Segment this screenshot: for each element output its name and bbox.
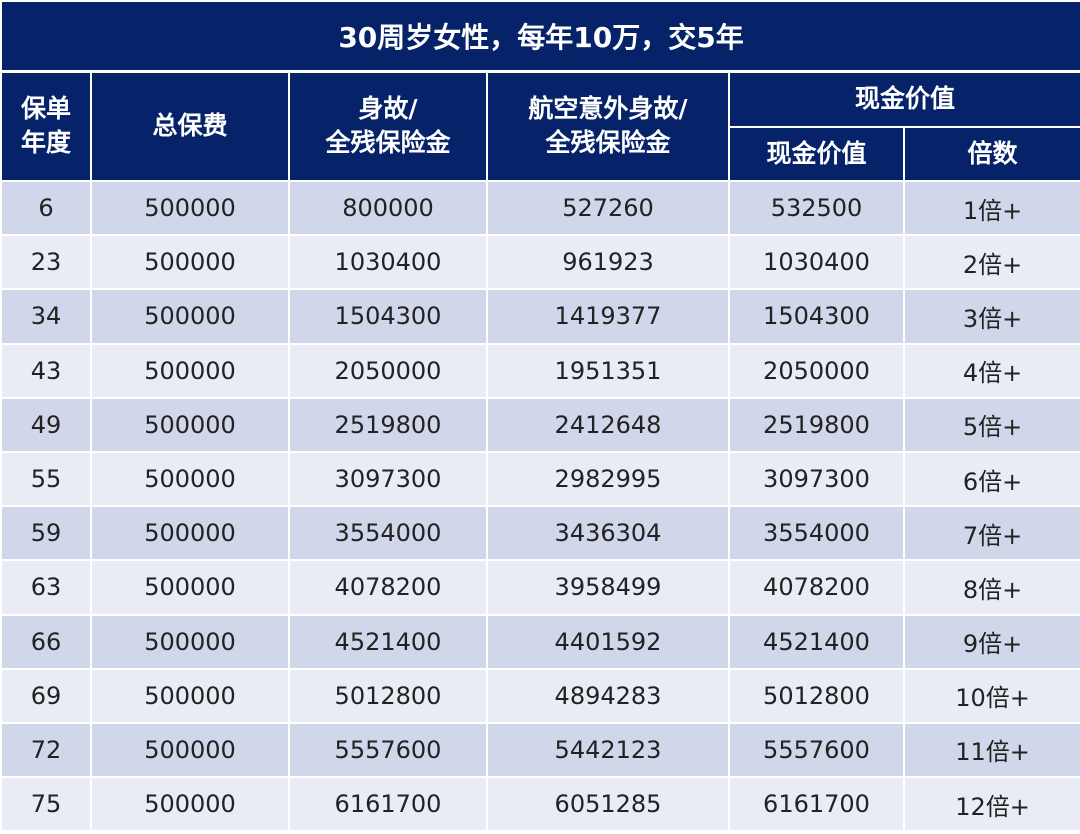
cell-cash-value: 1504300 bbox=[728, 288, 905, 345]
cell-total-premium: 500000 bbox=[90, 776, 290, 833]
cell-cash-value: 3097300 bbox=[728, 450, 905, 508]
table-row: 63 500000 4078200 3958499 4078200 8倍+ bbox=[0, 559, 1080, 616]
table-body: 6 500000 800000 527260 532500 1倍+ 23 500000 1030… bbox=[0, 179, 1080, 833]
cell-policy-year: 55 bbox=[0, 450, 92, 508]
cell-multiple: 11倍+ bbox=[902, 721, 1080, 779]
header-total-premium: 总保费 bbox=[90, 70, 290, 182]
table-row: 23 500000 1030400 961923 1030400 2倍+ bbox=[0, 234, 1080, 291]
cell-air-accident-benefit: 5442123 bbox=[486, 721, 730, 779]
cell-policy-year: 75 bbox=[0, 776, 92, 833]
table-row: 59 500000 3554000 3436304 3554000 7倍+ bbox=[0, 505, 1080, 562]
cell-death-benefit: 2519800 bbox=[288, 396, 488, 453]
cell-policy-year: 72 bbox=[0, 721, 92, 779]
header-policy-year-label: 保单 年度 bbox=[20, 94, 71, 158]
header-policy-year: 保单 年度 bbox=[0, 70, 92, 182]
cell-death-benefit: 6161700 bbox=[288, 776, 488, 833]
cell-policy-year: 6 bbox=[0, 179, 92, 237]
cell-policy-year: 69 bbox=[0, 667, 92, 724]
cell-cash-value: 3554000 bbox=[728, 505, 905, 562]
cell-air-accident-benefit: 527260 bbox=[486, 179, 730, 237]
cell-multiple: 8倍+ bbox=[902, 559, 1080, 616]
cell-total-premium: 500000 bbox=[90, 505, 290, 562]
cell-air-accident-benefit: 6051285 bbox=[486, 776, 730, 833]
cell-total-premium: 500000 bbox=[90, 179, 290, 237]
cell-policy-year: 66 bbox=[0, 613, 92, 670]
cell-death-benefit: 5557600 bbox=[288, 721, 488, 779]
cell-policy-year: 43 bbox=[0, 342, 92, 399]
table-row: 75 500000 6161700 6051285 6161700 12倍+ bbox=[0, 776, 1080, 833]
table-row: 6 500000 800000 527260 532500 1倍+ bbox=[0, 179, 1080, 237]
header-air-accident-benefit: 航空意外身故/ 全残保险金 bbox=[486, 70, 730, 182]
cell-death-benefit: 800000 bbox=[288, 179, 488, 237]
cell-total-premium: 500000 bbox=[90, 559, 290, 616]
cell-total-premium: 500000 bbox=[90, 396, 290, 453]
cell-multiple: 6倍+ bbox=[902, 450, 1080, 508]
cell-cash-value: 2519800 bbox=[728, 396, 905, 453]
cell-death-benefit: 4521400 bbox=[288, 613, 488, 670]
cell-total-premium: 500000 bbox=[90, 234, 290, 291]
table-row: 72 500000 5557600 5442123 5557600 11倍+ bbox=[0, 721, 1080, 779]
cell-multiple: 7倍+ bbox=[902, 505, 1080, 562]
cell-death-benefit: 1504300 bbox=[288, 288, 488, 345]
table-row: 69 500000 5012800 4894283 5012800 10倍+ bbox=[0, 667, 1080, 724]
cell-total-premium: 500000 bbox=[90, 450, 290, 508]
cell-policy-year: 59 bbox=[0, 505, 92, 562]
cell-death-benefit: 3097300 bbox=[288, 450, 488, 508]
cell-policy-year: 34 bbox=[0, 288, 92, 345]
cell-death-benefit: 3554000 bbox=[288, 505, 488, 562]
cell-multiple: 9倍+ bbox=[902, 613, 1080, 670]
cell-death-benefit: 4078200 bbox=[288, 559, 488, 616]
cell-multiple: 5倍+ bbox=[902, 396, 1080, 453]
cell-multiple: 2倍+ bbox=[902, 234, 1080, 291]
cell-cash-value: 1030400 bbox=[728, 234, 905, 291]
header-air-accident-benefit-label: 航空意外身故/ 全残保险金 bbox=[528, 94, 688, 158]
cell-death-benefit: 2050000 bbox=[288, 342, 488, 399]
cell-policy-year: 63 bbox=[0, 559, 92, 616]
cell-air-accident-benefit: 3958499 bbox=[486, 559, 730, 616]
cell-multiple: 1倍+ bbox=[902, 179, 1080, 237]
cell-air-accident-benefit: 4894283 bbox=[486, 667, 730, 724]
cell-multiple: 10倍+ bbox=[902, 667, 1080, 724]
table-row: 34 500000 1504300 1419377 1504300 3倍+ bbox=[0, 288, 1080, 345]
cell-multiple: 3倍+ bbox=[902, 288, 1080, 345]
cell-policy-year: 49 bbox=[0, 396, 92, 453]
cell-air-accident-benefit: 961923 bbox=[486, 234, 730, 291]
header-multiple: 倍数 bbox=[902, 126, 1080, 182]
cell-cash-value: 2050000 bbox=[728, 342, 905, 399]
cell-cash-value: 4521400 bbox=[728, 613, 905, 670]
cell-air-accident-benefit: 1951351 bbox=[486, 342, 730, 399]
table-row: 43 500000 2050000 1951351 2050000 4倍+ bbox=[0, 342, 1080, 399]
cell-air-accident-benefit: 4401592 bbox=[486, 613, 730, 670]
table-title: 30周岁女性，每年10万，交5年 bbox=[0, 0, 1080, 73]
cell-total-premium: 500000 bbox=[90, 288, 290, 345]
cell-air-accident-benefit: 1419377 bbox=[486, 288, 730, 345]
cell-multiple: 12倍+ bbox=[902, 776, 1080, 833]
cell-total-premium: 500000 bbox=[90, 667, 290, 724]
cell-death-benefit: 1030400 bbox=[288, 234, 488, 291]
cell-air-accident-benefit: 2412648 bbox=[486, 396, 730, 453]
cell-total-premium: 500000 bbox=[90, 342, 290, 399]
header-cash-value: 现金价值 bbox=[728, 126, 905, 182]
cell-cash-value: 4078200 bbox=[728, 559, 905, 616]
table-row: 55 500000 3097300 2982995 3097300 6倍+ bbox=[0, 450, 1080, 508]
cell-death-benefit: 5012800 bbox=[288, 667, 488, 724]
cell-total-premium: 500000 bbox=[90, 721, 290, 779]
cell-air-accident-benefit: 3436304 bbox=[486, 505, 730, 562]
cell-multiple: 4倍+ bbox=[902, 342, 1080, 399]
table-row: 49 500000 2519800 2412648 2519800 5倍+ bbox=[0, 396, 1080, 453]
header-death-benefit-label: 身故/ 全残保险金 bbox=[325, 94, 451, 158]
cell-cash-value: 5012800 bbox=[728, 667, 905, 724]
header-death-benefit: 身故/ 全残保险金 bbox=[288, 70, 488, 182]
cell-cash-value: 532500 bbox=[728, 179, 905, 237]
table-row: 66 500000 4521400 4401592 4521400 9倍+ bbox=[0, 613, 1080, 670]
cell-cash-value: 5557600 bbox=[728, 721, 905, 779]
cell-policy-year: 23 bbox=[0, 234, 92, 291]
cell-air-accident-benefit: 2982995 bbox=[486, 450, 730, 508]
cell-cash-value: 6161700 bbox=[728, 776, 905, 833]
header-cash-value-group: 现金价值 bbox=[727, 70, 1080, 128]
cell-total-premium: 500000 bbox=[90, 613, 290, 670]
